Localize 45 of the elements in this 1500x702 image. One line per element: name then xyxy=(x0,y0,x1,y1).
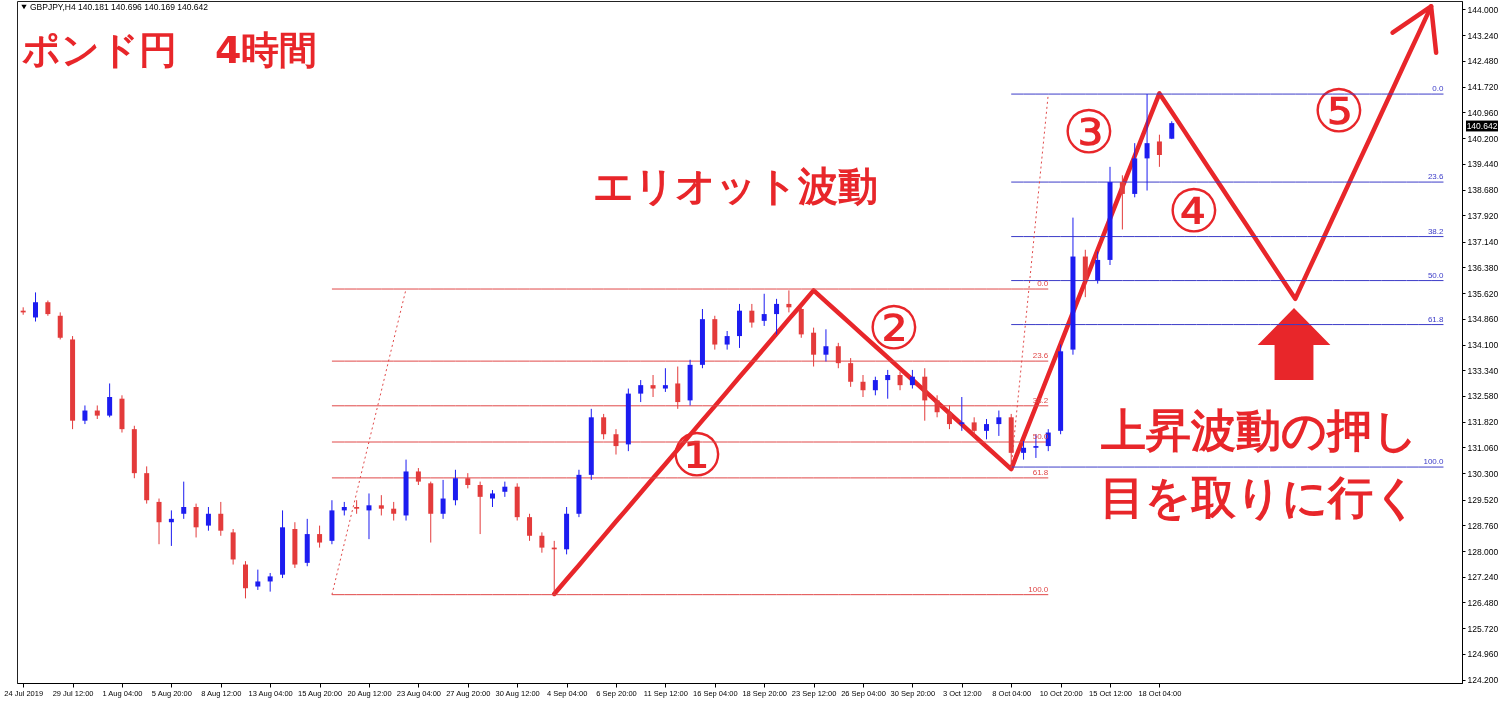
annotation: ⑤ xyxy=(1312,76,1366,146)
y-tick-label: 126.480 xyxy=(1467,597,1499,608)
y-tick-label: 141.720 xyxy=(1467,82,1499,93)
y-tick-label: 128.000 xyxy=(1467,546,1499,557)
annotation: ② xyxy=(867,293,921,363)
series-label: 0.0 xyxy=(1432,84,1445,94)
series-label: 23.6 xyxy=(1427,172,1445,182)
annotation: ④ xyxy=(1167,176,1221,246)
annotation: 上昇波動の押し目を取りに行く xyxy=(1099,404,1419,524)
y-tick-label: 128.760 xyxy=(1467,520,1499,531)
y-tick-label: 143.240 xyxy=(1467,30,1499,41)
y-tick-label: 140.200 xyxy=(1467,133,1499,144)
series-label: 61.8 xyxy=(1032,467,1049,477)
y-tick-label: 129.520 xyxy=(1467,495,1499,506)
y-tick-label: 131.060 xyxy=(1467,442,1499,453)
y-tick-label: 136.380 xyxy=(1467,262,1499,273)
y-tick-label: 124.960 xyxy=(1467,649,1499,660)
annotation: エリオット波動 xyxy=(592,163,878,209)
y-tick-label: 131.820 xyxy=(1467,417,1499,428)
y-tick-label: 135.620 xyxy=(1467,288,1499,299)
annotation: GBPJPY,H4 140.181 140.696 140.169 140.642 xyxy=(30,2,209,12)
series-label: 61.8 xyxy=(1427,314,1445,324)
series-label: 0.0 xyxy=(1037,279,1049,289)
y-tick-label: 132.580 xyxy=(1467,391,1499,402)
y-tick-label: 139.440 xyxy=(1467,159,1499,170)
y-tick-label: 130.300 xyxy=(1467,468,1499,479)
y-tick-label: 125.720 xyxy=(1467,623,1499,634)
series-label: 38.2 xyxy=(1427,226,1445,236)
y-tick-label: 134.100 xyxy=(1467,340,1499,351)
y-tick-label: 124.200 xyxy=(1467,675,1499,686)
y-tick-label: 144.000 xyxy=(1467,4,1499,15)
y-tick-label: 140.960 xyxy=(1467,107,1499,118)
annotation: ③ xyxy=(1062,97,1116,167)
series-label: 50.0 xyxy=(1427,270,1445,280)
y-tick-label: 133.340 xyxy=(1467,365,1499,376)
series-label: 100.0 xyxy=(1423,457,1445,467)
y-tick-label: 138.680 xyxy=(1467,185,1499,196)
y-tick-label: 127.240 xyxy=(1467,572,1499,583)
series-label: 100.0 xyxy=(1028,584,1049,594)
y-tick-label: 137.140 xyxy=(1467,237,1499,248)
y-tick-label: 134.860 xyxy=(1467,314,1499,325)
text: ポンド円 4時間 xyxy=(22,28,318,72)
y-tick-label: 137.920 xyxy=(1467,210,1499,221)
y-tick-label: 142.480 xyxy=(1467,56,1499,67)
series-label: 23.6 xyxy=(1032,351,1049,361)
